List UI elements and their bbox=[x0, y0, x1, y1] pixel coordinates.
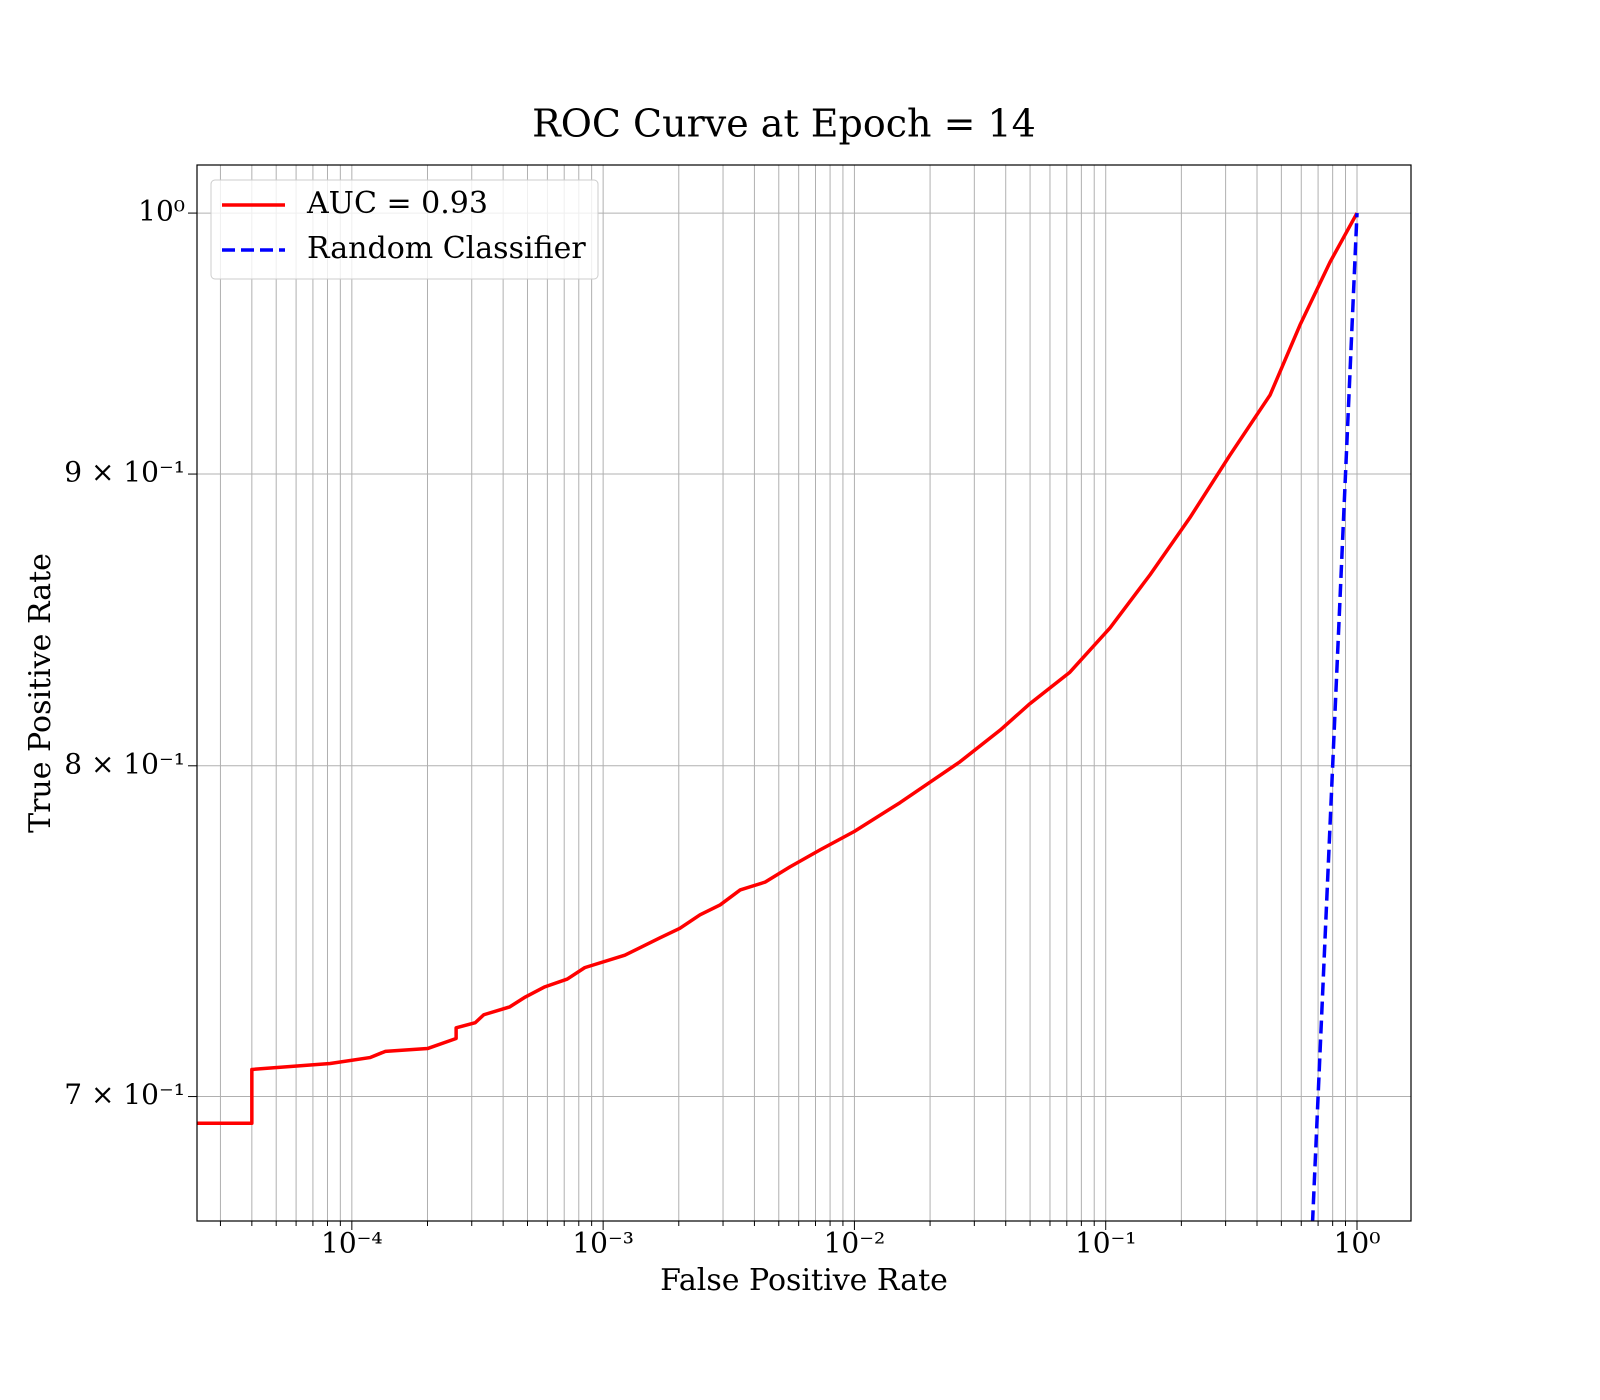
y-tick-label: 10⁰ bbox=[138, 195, 185, 228]
legend-label: Random Classifier bbox=[307, 231, 586, 266]
series-line bbox=[1310, 213, 1359, 1221]
plot-area bbox=[197, 212, 1359, 1221]
legend-box bbox=[210, 179, 599, 280]
x-axis-label: False Positive Rate bbox=[660, 1263, 948, 1298]
y-tick-label: 9 × 10⁻¹ bbox=[64, 456, 185, 489]
legend: AUC = 0.93 Random Classifier bbox=[210, 179, 599, 280]
axes-frame bbox=[196, 164, 1412, 1222]
ticks: 10⁻⁴ 10⁻³ 10⁻² 10⁻¹ 10⁰ 7 × 10⁻¹ 8 × 10⁻¹ 9 × 1… bbox=[64, 195, 1380, 1260]
y-tick-label: 7 × 10⁻¹ bbox=[64, 1078, 185, 1111]
series-line bbox=[197, 212, 1359, 1125]
chart-title: ROC Curve at Epoch = 14 bbox=[532, 102, 1036, 146]
x-tick-label: 10⁻⁴ bbox=[321, 1227, 383, 1260]
x-tick-label: 10⁰ bbox=[1334, 1227, 1381, 1260]
grid bbox=[197, 165, 1411, 1221]
x-tick-label: 10⁻³ bbox=[572, 1227, 634, 1260]
x-tick-label: 10⁻² bbox=[824, 1227, 886, 1260]
legend-label: AUC = 0.93 bbox=[306, 186, 488, 221]
y-axis-label: True Positive Rate bbox=[23, 553, 58, 833]
x-tick-label: 10⁻¹ bbox=[1075, 1227, 1137, 1260]
y-tick-label: 8 × 10⁻¹ bbox=[64, 747, 185, 780]
